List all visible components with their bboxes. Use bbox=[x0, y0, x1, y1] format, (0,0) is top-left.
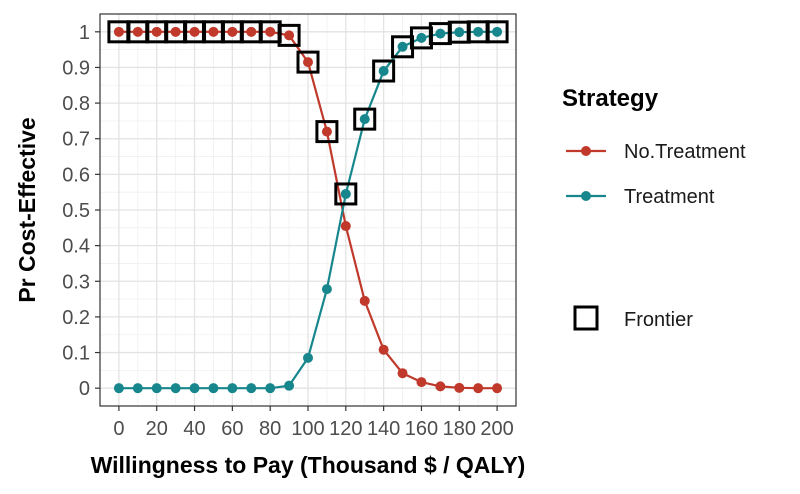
y-tick-label: 0.9 bbox=[62, 57, 90, 79]
legend-frontier-square bbox=[573, 305, 599, 331]
data-point-treatment bbox=[151, 383, 162, 394]
data-point-no-treatment bbox=[151, 26, 162, 37]
y-axis: 0 0.1 0.2 0.3 0.4 0.5 0.6 0.7 0.8 0.9 1 bbox=[62, 22, 100, 400]
y-tick-label: 0.2 bbox=[62, 307, 90, 329]
data-point-treatment bbox=[321, 284, 332, 295]
y-tick-label: 0.1 bbox=[62, 343, 90, 365]
x-axis: 0 20 40 60 80 100 120 140 160 180 200 bbox=[113, 406, 514, 440]
data-point-no-treatment bbox=[284, 30, 295, 41]
data-point-treatment bbox=[416, 32, 427, 43]
data-point-no-treatment bbox=[454, 382, 465, 393]
x-axis-title: Willingness to Pay (Thousand $ / QALY) bbox=[91, 452, 526, 478]
y-tick-label: 0 bbox=[79, 378, 90, 400]
data-point-treatment bbox=[340, 188, 351, 199]
data-point-treatment bbox=[492, 26, 503, 37]
data-point-treatment bbox=[473, 26, 484, 37]
x-tick-label: 80 bbox=[259, 418, 281, 440]
x-tick-label: 200 bbox=[480, 418, 513, 440]
data-point-treatment bbox=[284, 380, 295, 391]
frontier-marker bbox=[334, 182, 358, 206]
data-point-treatment bbox=[435, 28, 446, 39]
y-axis-title: Pr Cost-Effective bbox=[14, 117, 40, 302]
frontier-marker bbox=[277, 23, 301, 47]
data-point-treatment bbox=[378, 66, 389, 77]
x-tick-label: 180 bbox=[443, 418, 476, 440]
data-point-no-treatment bbox=[435, 381, 446, 392]
y-tick-label: 0.4 bbox=[62, 236, 90, 258]
y-tick-label: 0.5 bbox=[62, 200, 90, 222]
data-point-treatment bbox=[132, 383, 143, 394]
legend-label-treatment: Treatment bbox=[624, 186, 715, 208]
data-point-no-treatment bbox=[189, 26, 200, 37]
frontier-markers bbox=[107, 20, 509, 206]
grid-major bbox=[100, 14, 516, 406]
x-tick-label: 120 bbox=[329, 418, 362, 440]
x-tick-label: 140 bbox=[367, 418, 400, 440]
data-point-no-treatment bbox=[340, 221, 351, 232]
data-point-no-treatment bbox=[321, 126, 332, 137]
y-tick-label: 0.6 bbox=[62, 164, 90, 186]
legend-point-treatment bbox=[581, 191, 591, 201]
data-point-treatment bbox=[189, 383, 200, 394]
data-point-no-treatment bbox=[208, 26, 219, 37]
frontier-marker bbox=[296, 50, 320, 74]
x-tick-label: 160 bbox=[405, 418, 438, 440]
data-point-no-treatment bbox=[359, 295, 370, 306]
legend: Strategy No.Treatment Treatment Frontier bbox=[562, 85, 746, 331]
data-point-no-treatment bbox=[113, 26, 124, 37]
data-point-no-treatment bbox=[132, 26, 143, 37]
data-point-no-treatment bbox=[265, 26, 276, 37]
legend-entry-no-treatment: No.Treatment bbox=[566, 141, 746, 163]
legend-label-no-treatment: No.Treatment bbox=[624, 141, 746, 163]
data-point-treatment bbox=[113, 383, 124, 394]
data-point-no-treatment bbox=[492, 383, 503, 394]
x-tick-label: 20 bbox=[146, 418, 168, 440]
data-point-treatment bbox=[208, 383, 219, 394]
data-point-treatment bbox=[265, 383, 276, 394]
data-point-treatment bbox=[227, 383, 238, 394]
x-tick-label: 60 bbox=[221, 418, 243, 440]
data-point-no-treatment bbox=[303, 57, 313, 68]
legend-point-no-treatment bbox=[581, 146, 591, 156]
data-point-treatment bbox=[359, 114, 370, 125]
x-tick-label: 40 bbox=[183, 418, 205, 440]
x-tick-label: 100 bbox=[291, 418, 324, 440]
data-point-no-treatment bbox=[473, 383, 484, 394]
frontier-marker bbox=[372, 59, 396, 83]
data-point-treatment bbox=[170, 383, 181, 394]
legend-entry-treatment: Treatment bbox=[566, 186, 715, 208]
y-tick-label: 0.8 bbox=[62, 93, 90, 115]
frontier-marker bbox=[353, 107, 377, 131]
data-point-no-treatment bbox=[397, 368, 408, 379]
legend-entry-frontier: Frontier bbox=[573, 305, 693, 331]
legend-label-frontier: Frontier bbox=[624, 309, 693, 331]
data-point-no-treatment bbox=[227, 26, 238, 37]
series-points bbox=[113, 26, 503, 394]
data-point-treatment bbox=[303, 352, 313, 363]
data-point-no-treatment bbox=[246, 26, 257, 37]
legend-title: Strategy bbox=[562, 85, 659, 112]
y-tick-label: 0.7 bbox=[62, 129, 90, 151]
data-point-no-treatment bbox=[170, 26, 181, 37]
data-point-treatment bbox=[246, 383, 257, 394]
data-point-no-treatment bbox=[378, 344, 389, 355]
y-tick-label: 1 bbox=[79, 22, 90, 44]
data-point-no-treatment bbox=[416, 377, 427, 388]
y-tick-label: 0.3 bbox=[62, 271, 90, 293]
data-point-treatment bbox=[454, 27, 465, 38]
x-tick-label: 0 bbox=[113, 418, 124, 440]
frontier-marker bbox=[485, 20, 509, 44]
data-point-treatment bbox=[397, 41, 408, 52]
frontier-marker bbox=[315, 120, 339, 144]
